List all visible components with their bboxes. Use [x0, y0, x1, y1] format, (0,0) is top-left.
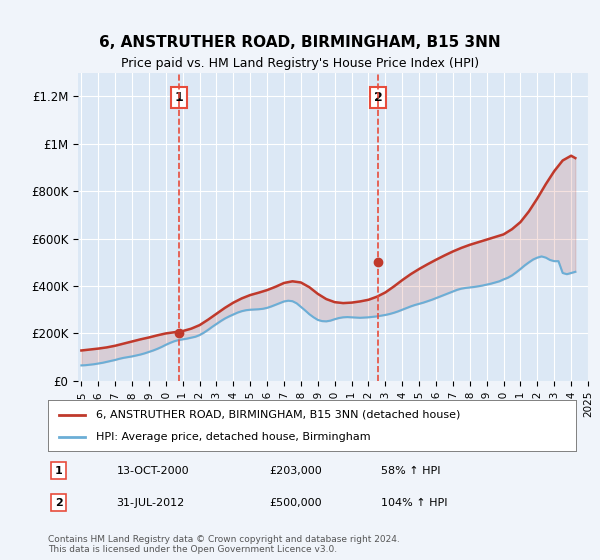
Text: 1: 1: [55, 465, 62, 475]
Text: 6, ANSTRUTHER ROAD, BIRMINGHAM, B15 3NN: 6, ANSTRUTHER ROAD, BIRMINGHAM, B15 3NN: [99, 35, 501, 50]
Text: 104% ↑ HPI: 104% ↑ HPI: [380, 498, 447, 508]
Text: Contains HM Land Registry data © Crown copyright and database right 2024.
This d: Contains HM Land Registry data © Crown c…: [48, 535, 400, 554]
Text: 1: 1: [175, 91, 184, 104]
Text: 58% ↑ HPI: 58% ↑ HPI: [380, 465, 440, 475]
Text: 13-OCT-2000: 13-OCT-2000: [116, 465, 189, 475]
Text: £500,000: £500,000: [270, 498, 322, 508]
Text: 2: 2: [374, 91, 383, 104]
Text: 2: 2: [55, 498, 62, 508]
Text: 31-JUL-2012: 31-JUL-2012: [116, 498, 185, 508]
Text: HPI: Average price, detached house, Birmingham: HPI: Average price, detached house, Birm…: [95, 432, 370, 442]
Text: 6, ANSTRUTHER ROAD, BIRMINGHAM, B15 3NN (detached house): 6, ANSTRUTHER ROAD, BIRMINGHAM, B15 3NN …: [95, 409, 460, 419]
Text: £203,000: £203,000: [270, 465, 323, 475]
Text: Price paid vs. HM Land Registry's House Price Index (HPI): Price paid vs. HM Land Registry's House …: [121, 57, 479, 70]
